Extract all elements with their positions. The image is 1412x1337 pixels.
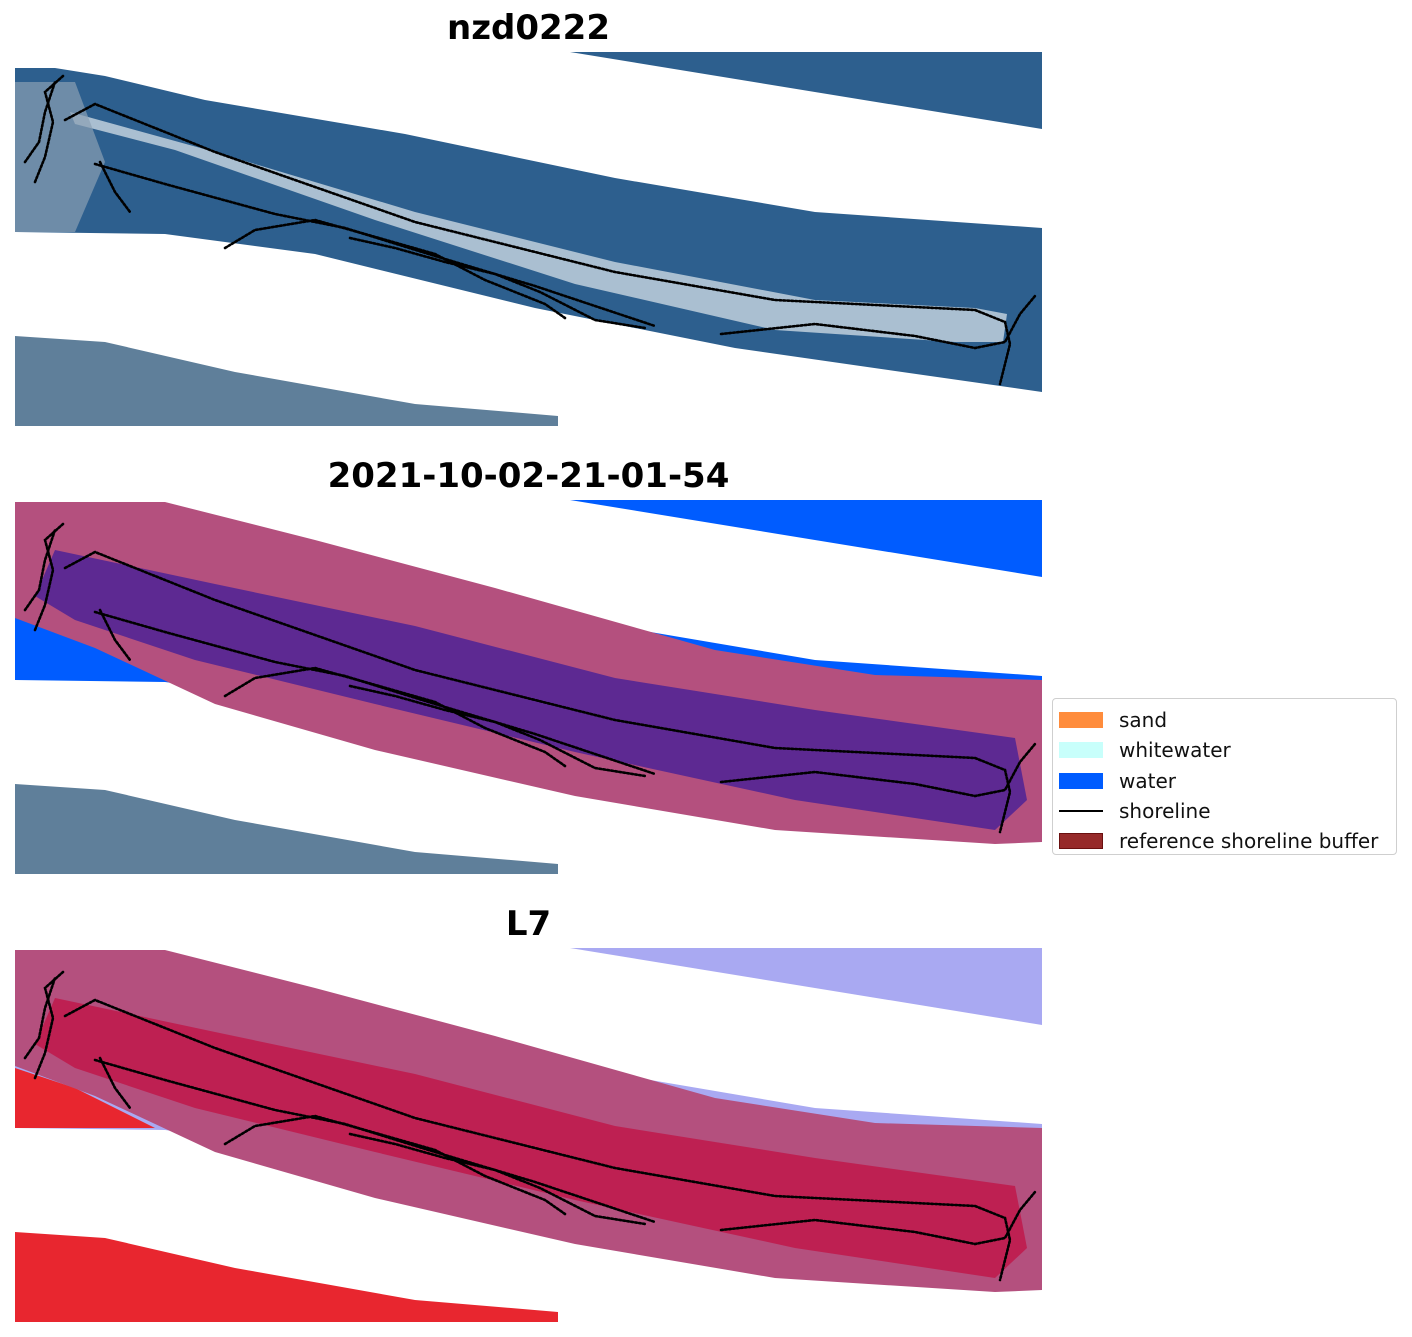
buffer-inner xyxy=(35,550,1027,830)
footprint-strip-top xyxy=(570,948,1042,1025)
classified-image-panel xyxy=(15,500,1042,874)
shoreline-path-1 xyxy=(23,976,57,1060)
legend-item-water: water xyxy=(1059,766,1396,796)
panel-title-1: nzd0222 xyxy=(447,8,610,48)
index-image-panel xyxy=(15,948,1042,1322)
shoreline-path-2 xyxy=(63,102,1012,386)
buffer-inner xyxy=(35,998,1027,1278)
shoreline-path-7 xyxy=(719,1190,1037,1246)
panel-title-2: 2021-10-02-21-01-54 xyxy=(327,456,730,496)
footprint-strip-main xyxy=(15,68,1042,392)
footprint-strip-bottom xyxy=(15,1232,558,1322)
legend-label: whitewater xyxy=(1119,738,1231,763)
shoreline-path-5 xyxy=(223,1114,567,1216)
footprint-strip-bottom xyxy=(15,336,558,426)
legend-label: shoreline xyxy=(1119,799,1211,824)
shoreline-path-1 xyxy=(23,80,57,164)
shoreline-path-5 xyxy=(223,666,567,768)
legend-label: water xyxy=(1119,768,1176,793)
shoreline-path-0 xyxy=(33,522,65,632)
shoreline-path-6 xyxy=(348,236,647,330)
footprint-strip-top xyxy=(570,52,1042,129)
shoreline-path-7 xyxy=(719,294,1037,350)
land-area xyxy=(15,1068,155,1128)
shoreline-paths xyxy=(23,74,1037,386)
surf-zone xyxy=(70,112,1007,342)
legend-label: reference shoreline buffer xyxy=(1119,829,1379,854)
whitewater-swatch xyxy=(1059,742,1103,759)
land-area xyxy=(15,82,105,232)
shoreline-path-3 xyxy=(98,1056,132,1110)
shoreline-path-1 xyxy=(23,528,57,612)
shoreline-path-2 xyxy=(63,998,1012,1282)
buffer-overlay xyxy=(15,950,1042,1292)
legend-item-whitewater: whitewater xyxy=(1059,735,1396,765)
shoreline-paths xyxy=(23,970,1037,1282)
shoreline-path-6 xyxy=(348,684,647,778)
shoreline-path-0 xyxy=(33,970,65,1080)
image-strips xyxy=(15,52,1042,426)
legend-item-sand: sand xyxy=(1059,705,1396,735)
rgb-image-panel xyxy=(15,52,1042,426)
shoreline-line-swatch xyxy=(1059,810,1103,813)
sand-swatch xyxy=(1059,712,1103,729)
footprint-strip-bottom xyxy=(15,784,558,874)
shoreline-path-0 xyxy=(33,74,65,184)
reference-buffer-swatch xyxy=(1059,833,1103,850)
shoreline-path-6 xyxy=(348,1132,647,1226)
shoreline-path-7 xyxy=(719,742,1037,798)
footprint-strip-top xyxy=(570,500,1042,577)
shoreline-path-3 xyxy=(98,608,132,662)
legend-item-shoreline: shoreline xyxy=(1059,796,1396,826)
shoreline-path-2 xyxy=(63,550,1012,834)
shoreline-path-5 xyxy=(223,218,567,320)
legend-item-reference-buffer: reference shoreline buffer xyxy=(1059,826,1396,856)
water-swatch xyxy=(1059,772,1103,789)
panel-title-3: L7 xyxy=(505,904,552,944)
shoreline-paths xyxy=(23,522,1037,834)
buffer-overlay xyxy=(15,502,1042,844)
legend: sand whitewater water shoreline referenc… xyxy=(1052,698,1397,855)
shoreline-path-3 xyxy=(98,160,132,214)
legend-label: sand xyxy=(1119,708,1168,733)
